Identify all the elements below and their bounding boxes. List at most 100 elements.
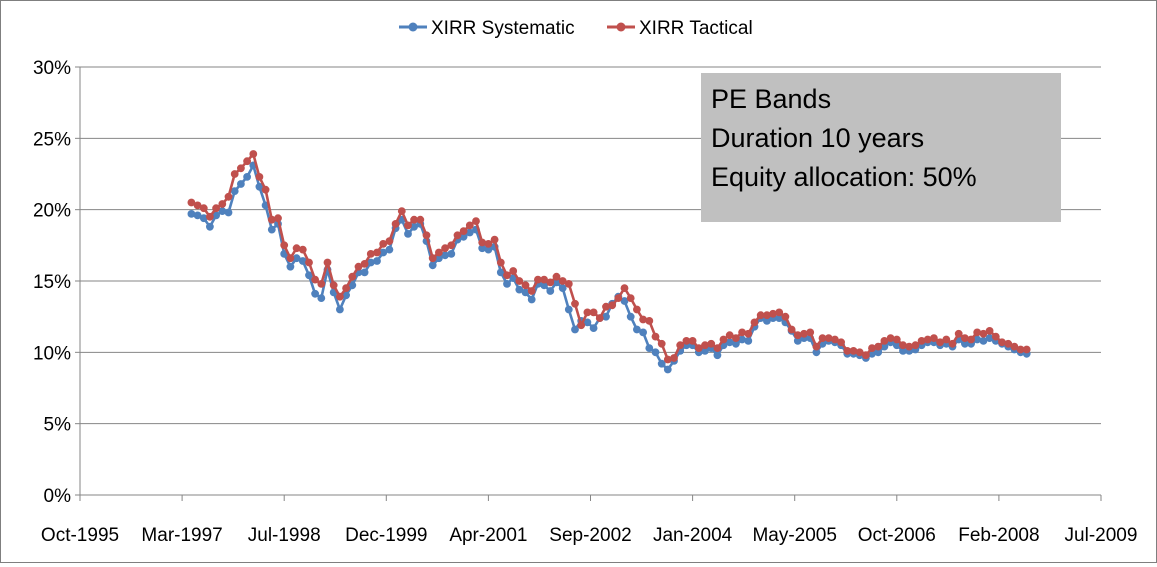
data-point [527,295,536,304]
data-point [1016,345,1025,354]
data-point [973,335,982,344]
x-tick-label: Jul-1998 [248,525,321,546]
data-point [862,351,870,360]
y-tick-label: 5% [44,415,72,436]
data-point [651,348,660,357]
data-point [663,365,672,374]
legend-item-tactical: XIRR Tactical [607,18,753,39]
data-point [663,355,672,364]
data-point [478,244,487,253]
data-point [571,325,579,334]
data-point [261,185,270,194]
data-point [886,334,895,342]
y-tick-label: 15% [33,272,71,293]
x-tick-label: Apr-2001 [449,525,527,546]
data-point [206,222,214,231]
data-point [589,324,598,332]
data-point [187,210,196,218]
data-point [552,272,561,281]
data-point [193,201,202,210]
data-point [837,338,845,347]
data-point [428,261,437,270]
data-point [620,284,629,292]
data-point [385,245,394,254]
data-point [713,351,722,360]
data-point [212,211,221,220]
data-point [558,277,567,285]
data-point [626,294,635,302]
data-point [645,344,654,352]
data-point [546,287,555,295]
data-point [602,302,610,311]
data-point [224,208,233,217]
data-point [961,334,969,342]
data-point [620,297,629,305]
data-point [849,347,858,355]
data-point [342,284,350,292]
y-axis-tick-labels: 0% 5% 10% 15% 20% 25% 30% [33,58,71,507]
data-point [199,214,208,223]
data-point [540,275,548,284]
data-point [385,237,394,246]
data-point [719,335,728,344]
data-point [410,222,418,231]
data-point [317,280,326,288]
data-point [787,325,796,334]
data-point [534,275,542,284]
data-point [892,335,901,344]
data-point [484,245,493,254]
legend-marker-tactical [616,22,626,32]
data-point [564,305,573,314]
data-point [237,164,245,173]
y-tick-label: 30% [33,58,71,79]
data-point [428,254,437,263]
data-point [639,328,647,337]
data-point [521,281,530,290]
data-point [1004,339,1013,348]
data-point [224,192,233,201]
data-point [397,207,406,216]
x-tick-label: Jan-2004 [653,525,733,546]
legend-label-systematic: XIRR Systematic [431,18,575,39]
data-point [744,329,753,338]
data-point [410,215,418,224]
data-point [645,317,654,325]
data-point [305,271,313,280]
data-point [540,281,548,290]
data-point [373,257,381,265]
data-point [905,342,914,351]
data-point [868,344,876,352]
data-point [657,339,666,348]
data-point [682,337,691,345]
data-point [465,228,474,237]
data-point [831,335,839,344]
data-point [336,292,344,301]
data-point [998,338,1006,347]
data-point [558,284,567,292]
x-tick-label: Oct-2006 [858,525,936,546]
data-point [496,268,505,277]
data-point [688,337,697,345]
data-point [447,250,456,258]
data-point [608,301,617,310]
data-point [329,281,338,290]
y-tick-label: 10% [33,343,71,364]
data-point [930,334,938,342]
data-point [874,342,883,351]
data-point [453,231,462,240]
data-point [404,221,412,230]
data-point [311,275,319,284]
data-point [280,241,289,250]
data-point [701,341,709,350]
data-point [670,354,678,362]
data-point [855,348,864,357]
data-point [633,305,641,314]
data-point [305,258,313,267]
data-point [571,299,579,308]
series [187,150,1031,374]
x-axis-tick-labels: Oct-1995 Mar-1997 Jul-1998 Dec-1999 Apr-2001… [41,525,1138,546]
data-point [342,291,350,300]
data-point [911,341,920,350]
data-point [633,325,641,334]
data-point [973,328,982,337]
